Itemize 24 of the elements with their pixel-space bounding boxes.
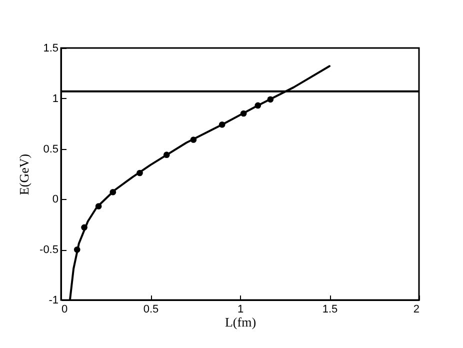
y-axis-title: E(GeV) <box>16 154 32 196</box>
point <box>254 102 262 109</box>
x-tick-label: 1 <box>237 304 244 316</box>
x-tick-label: 0.5 <box>143 304 159 316</box>
y-tick-label: -1 <box>48 294 58 306</box>
y-tick-label: 0.5 <box>43 143 58 156</box>
y-tick-label: 0 <box>52 194 58 206</box>
y-tick-label: -0.5 <box>40 244 58 256</box>
x-tick-label: 1.5 <box>322 304 338 316</box>
y-tick-label: 1.5 <box>43 42 58 54</box>
y-tick-label: 1 <box>52 92 58 105</box>
point <box>95 203 102 210</box>
point <box>163 152 170 158</box>
point <box>110 188 116 196</box>
point <box>74 246 80 253</box>
x-tick-label: 2 <box>413 304 420 316</box>
point <box>267 96 274 103</box>
x-tick-label: 0 <box>62 304 68 316</box>
point <box>190 136 197 143</box>
point <box>136 170 143 176</box>
point <box>81 224 88 231</box>
point <box>218 121 226 128</box>
x-axis-title: L(fm) <box>224 314 256 330</box>
point <box>240 110 247 117</box>
